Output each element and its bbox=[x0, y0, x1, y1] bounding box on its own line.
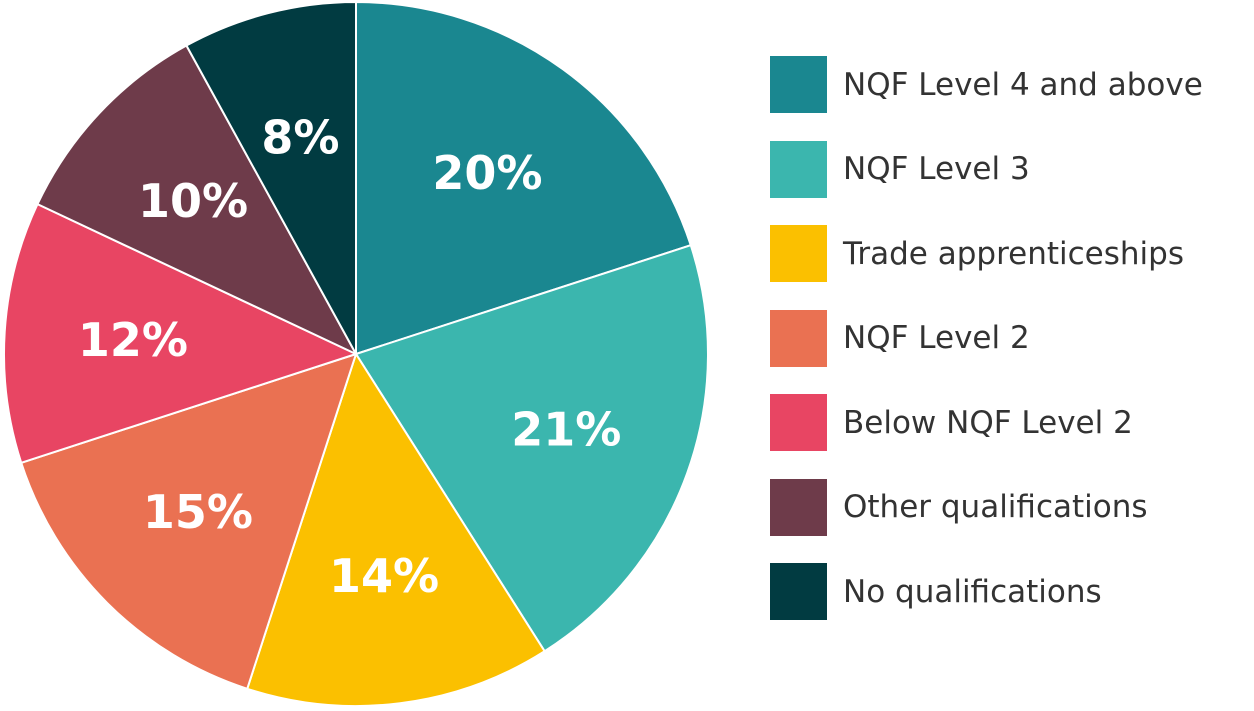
data-label-trade-apprenticeships: 14% bbox=[329, 549, 439, 603]
legend-swatch bbox=[770, 56, 827, 113]
legend: NQF Level 4 and above NQF Level 3 Trade … bbox=[770, 56, 1250, 648]
pie-slice-nqf-level-4-and-above bbox=[355, 1, 692, 355]
pie-slice-other-qualifications bbox=[36, 44, 357, 355]
pie-slice-no-qualifications bbox=[185, 1, 357, 355]
data-label-nqf-level-4-and-above: 20% bbox=[432, 146, 542, 200]
legend-item-trade-apprenticeships: Trade apprenticeships bbox=[770, 225, 1250, 282]
legend-swatch bbox=[770, 309, 827, 367]
pie-slice-nqf-level-3 bbox=[355, 244, 709, 653]
pie-chart: 20% 21% 14% 15% 12% 10%8% bbox=[3, 1, 709, 707]
pie-slice-trade-apprenticeships bbox=[246, 353, 546, 707]
data-label-below-nqf-level-2: 12% bbox=[78, 313, 188, 367]
legend-item-nqf-level-3: NQF Level 3 bbox=[770, 140, 1250, 198]
legend-item-below-nqf-level-2: Below NQF Level 2 bbox=[770, 394, 1250, 451]
legend-swatch bbox=[770, 140, 827, 198]
legend-label: No qualifications bbox=[843, 573, 1102, 610]
legend-label: NQF Level 3 bbox=[843, 151, 1030, 187]
pie-slice-nqf-level-2 bbox=[20, 353, 357, 690]
legend-label: Trade apprenticeships bbox=[843, 235, 1184, 272]
legend-swatch bbox=[770, 478, 827, 536]
legend-label: NQF Level 4 and above bbox=[843, 66, 1203, 103]
pie-slice-below-nqf-level-2 bbox=[3, 203, 357, 464]
legend-swatch bbox=[770, 563, 827, 620]
legend-label: Below NQF Level 2 bbox=[843, 404, 1133, 441]
legend-item-nqf-level-2: NQF Level 2 bbox=[770, 309, 1250, 367]
data-label-nqf-level-3: 21% bbox=[511, 403, 621, 457]
legend-swatch bbox=[770, 394, 827, 451]
legend-swatch bbox=[770, 225, 827, 282]
legend-item-no-qualifications: No qualifications bbox=[770, 563, 1250, 620]
data-label-other-qualifications: 10% bbox=[138, 174, 248, 228]
legend-item-nqf-level-4-and-above: NQF Level 4 and above bbox=[770, 56, 1250, 113]
legend-label: NQF Level 2 bbox=[843, 320, 1030, 356]
data-label-nqf-level-2: 15% bbox=[143, 485, 253, 539]
legend-item-other-qualifications: Other qualifications bbox=[770, 478, 1250, 536]
legend-label: Other qualifications bbox=[843, 489, 1148, 525]
data-label-no-qualifications: 8% bbox=[261, 111, 339, 165]
